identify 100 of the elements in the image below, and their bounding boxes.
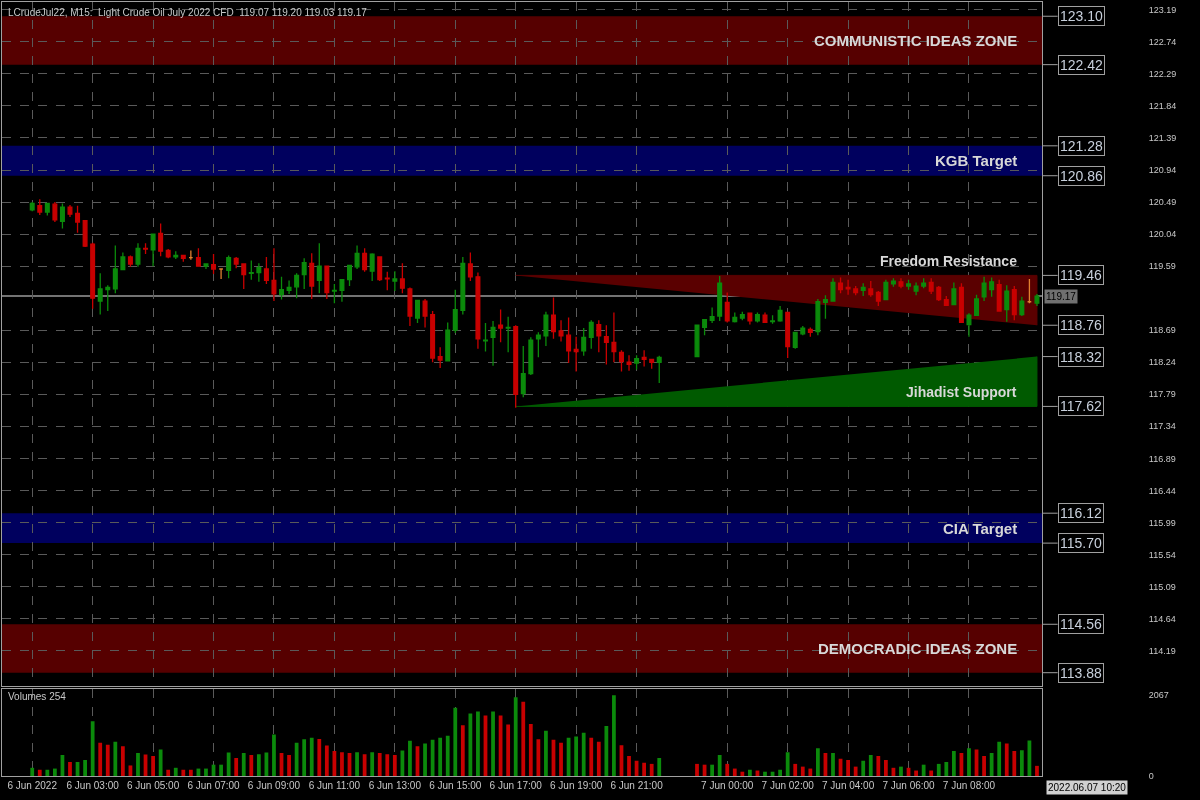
series-label: Freedom Resistance	[880, 253, 1018, 269]
candlestick	[430, 310, 436, 363]
candlestick	[452, 288, 458, 334]
bar	[657, 758, 662, 776]
bar	[90, 721, 95, 776]
bar	[778, 769, 782, 776]
bar	[309, 737, 314, 776]
candlestick	[913, 281, 919, 296]
candlestick	[165, 248, 171, 259]
y-tick-label: 115.99	[1148, 517, 1176, 528]
bar	[370, 752, 375, 776]
candlestick	[573, 335, 579, 373]
bar	[249, 754, 254, 776]
y-tick-label: 119.59	[1148, 261, 1176, 272]
band-label: CIA Target	[943, 520, 1018, 537]
candlestick	[460, 256, 466, 316]
candlestick	[626, 354, 632, 372]
candlestick	[392, 270, 398, 292]
candlestick	[709, 306, 715, 324]
bar	[740, 771, 745, 776]
bar	[997, 741, 1002, 776]
x-tick-label: 6 Jun 19:00	[550, 780, 603, 791]
candlestick	[513, 324, 519, 409]
bar	[120, 746, 125, 776]
bar	[468, 713, 473, 776]
candlestick	[785, 311, 791, 359]
y-tick-label: 117.79	[1148, 389, 1176, 400]
candlestick	[921, 277, 927, 289]
candlestick	[822, 294, 828, 320]
candlestick	[550, 296, 556, 340]
candlestick	[120, 251, 126, 271]
candlestick	[845, 279, 851, 296]
band-label: COMMUNISTIC IDEAS ZONE	[814, 32, 1018, 49]
candlestick	[97, 272, 103, 316]
x-tick-label: 6 Jun 15:00	[429, 780, 482, 791]
candlestick	[188, 249, 194, 261]
candlestick	[384, 271, 390, 291]
bar	[612, 695, 616, 776]
bar	[385, 754, 390, 776]
candlestick	[211, 253, 217, 275]
candlestick	[558, 319, 564, 343]
x-tick-label: 6 Jun 17:00	[489, 780, 543, 791]
candlestick	[377, 256, 383, 282]
candlestick	[271, 247, 277, 302]
bar	[302, 739, 307, 776]
candlestick	[868, 280, 874, 298]
y-tick-label: 118.24	[1148, 357, 1176, 368]
y-tick-label: 122.29	[1148, 69, 1177, 80]
y2-tick-label: 117.62	[1060, 398, 1102, 414]
candlestick	[641, 349, 647, 368]
candlestick	[309, 252, 315, 300]
candlestick	[1004, 284, 1010, 323]
bar	[204, 768, 208, 776]
candlestick	[974, 293, 980, 317]
text: LCrudeJul22, M15: Light Crude Oil July 2022 CFD 119.07 119.20 119.03 119.17	[8, 7, 368, 18]
y-tick-label: 117.34	[1148, 421, 1176, 432]
bar	[272, 734, 276, 776]
candlestick	[883, 279, 889, 301]
bar	[929, 770, 934, 776]
bar	[899, 766, 903, 776]
bar	[627, 756, 631, 776]
bar	[649, 763, 654, 776]
bar	[1004, 743, 1009, 776]
candlestick	[588, 319, 594, 350]
candlestick	[928, 277, 934, 295]
candlestick	[203, 263, 209, 270]
x-tick-label: 6 Jun 05:00	[126, 780, 180, 791]
series-label: Jihadist Support	[906, 384, 1017, 400]
candlestick	[29, 201, 35, 212]
bar	[506, 724, 511, 776]
bar	[717, 754, 722, 776]
candlestick	[1011, 285, 1017, 321]
candlestick	[543, 311, 549, 347]
bar	[1035, 765, 1039, 776]
bar	[136, 752, 140, 776]
candlestick	[966, 312, 972, 338]
candlestick	[294, 272, 300, 299]
candlestick	[951, 281, 957, 306]
y-tick-label: 114.64	[1148, 613, 1176, 624]
x-tick-label: 6 Jun 13:00	[368, 780, 422, 791]
bar	[362, 754, 367, 776]
bar	[559, 742, 563, 776]
bar	[241, 752, 246, 776]
bar	[921, 764, 926, 776]
bar	[642, 762, 647, 776]
candlestick	[702, 318, 708, 336]
bar	[816, 748, 820, 776]
bar	[234, 758, 239, 776]
candlestick	[981, 276, 987, 302]
bar	[460, 725, 465, 776]
bar	[831, 752, 835, 776]
candlestick	[263, 256, 269, 285]
bar	[68, 761, 72, 776]
band-label: DEMOCRADIC IDEAS ZONE	[818, 640, 1018, 657]
candlestick	[936, 285, 942, 302]
candlestick	[399, 262, 405, 294]
bar	[158, 749, 163, 776]
candlestick	[618, 349, 624, 373]
candlestick	[301, 257, 307, 290]
candlestick	[898, 277, 904, 289]
